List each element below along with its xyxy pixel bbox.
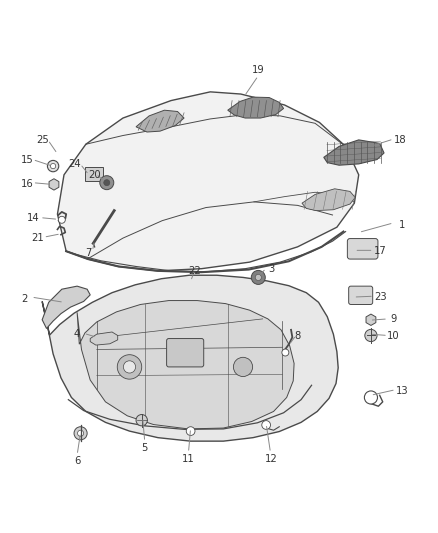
Text: 22: 22 bbox=[189, 266, 201, 276]
Text: 6: 6 bbox=[74, 456, 80, 466]
Circle shape bbox=[364, 391, 378, 404]
FancyBboxPatch shape bbox=[85, 167, 103, 181]
Polygon shape bbox=[57, 92, 359, 271]
Circle shape bbox=[282, 349, 289, 356]
Text: 20: 20 bbox=[88, 170, 101, 180]
Text: 24: 24 bbox=[69, 159, 81, 169]
Text: 1: 1 bbox=[399, 220, 406, 230]
Circle shape bbox=[74, 427, 87, 440]
Text: 4: 4 bbox=[74, 329, 80, 339]
Text: 10: 10 bbox=[387, 332, 400, 341]
Circle shape bbox=[255, 274, 261, 280]
Circle shape bbox=[50, 164, 56, 169]
Text: 11: 11 bbox=[182, 454, 195, 464]
Text: 14: 14 bbox=[27, 214, 40, 223]
Polygon shape bbox=[302, 189, 355, 211]
Text: 8: 8 bbox=[294, 332, 301, 341]
Text: 25: 25 bbox=[36, 135, 49, 145]
Circle shape bbox=[186, 427, 195, 435]
Text: 21: 21 bbox=[32, 233, 44, 243]
FancyBboxPatch shape bbox=[349, 286, 373, 304]
Text: 19: 19 bbox=[252, 65, 265, 75]
FancyBboxPatch shape bbox=[166, 338, 204, 367]
Text: 7: 7 bbox=[85, 248, 91, 259]
Circle shape bbox=[58, 216, 65, 223]
Circle shape bbox=[124, 361, 136, 373]
Text: 17: 17 bbox=[374, 246, 387, 256]
Text: 3: 3 bbox=[268, 264, 275, 273]
Polygon shape bbox=[42, 275, 338, 441]
Text: 13: 13 bbox=[396, 386, 409, 396]
Text: 23: 23 bbox=[374, 292, 387, 302]
Circle shape bbox=[104, 180, 110, 185]
Polygon shape bbox=[90, 332, 118, 345]
Circle shape bbox=[117, 354, 142, 379]
Text: 2: 2 bbox=[21, 294, 28, 304]
Circle shape bbox=[365, 329, 377, 342]
FancyBboxPatch shape bbox=[347, 239, 378, 259]
Text: 9: 9 bbox=[390, 314, 397, 324]
Circle shape bbox=[100, 176, 114, 190]
Text: 16: 16 bbox=[21, 179, 33, 189]
Circle shape bbox=[78, 430, 84, 437]
Polygon shape bbox=[77, 301, 294, 429]
Text: 15: 15 bbox=[21, 155, 33, 165]
Circle shape bbox=[251, 270, 265, 285]
Circle shape bbox=[47, 160, 59, 172]
Text: 18: 18 bbox=[394, 135, 406, 145]
Circle shape bbox=[262, 421, 271, 430]
Circle shape bbox=[136, 415, 148, 426]
Circle shape bbox=[233, 357, 253, 376]
Polygon shape bbox=[228, 97, 284, 118]
Polygon shape bbox=[136, 110, 184, 132]
Polygon shape bbox=[42, 286, 90, 328]
Polygon shape bbox=[324, 140, 384, 165]
Text: 12: 12 bbox=[265, 454, 278, 464]
Text: 5: 5 bbox=[141, 443, 148, 453]
